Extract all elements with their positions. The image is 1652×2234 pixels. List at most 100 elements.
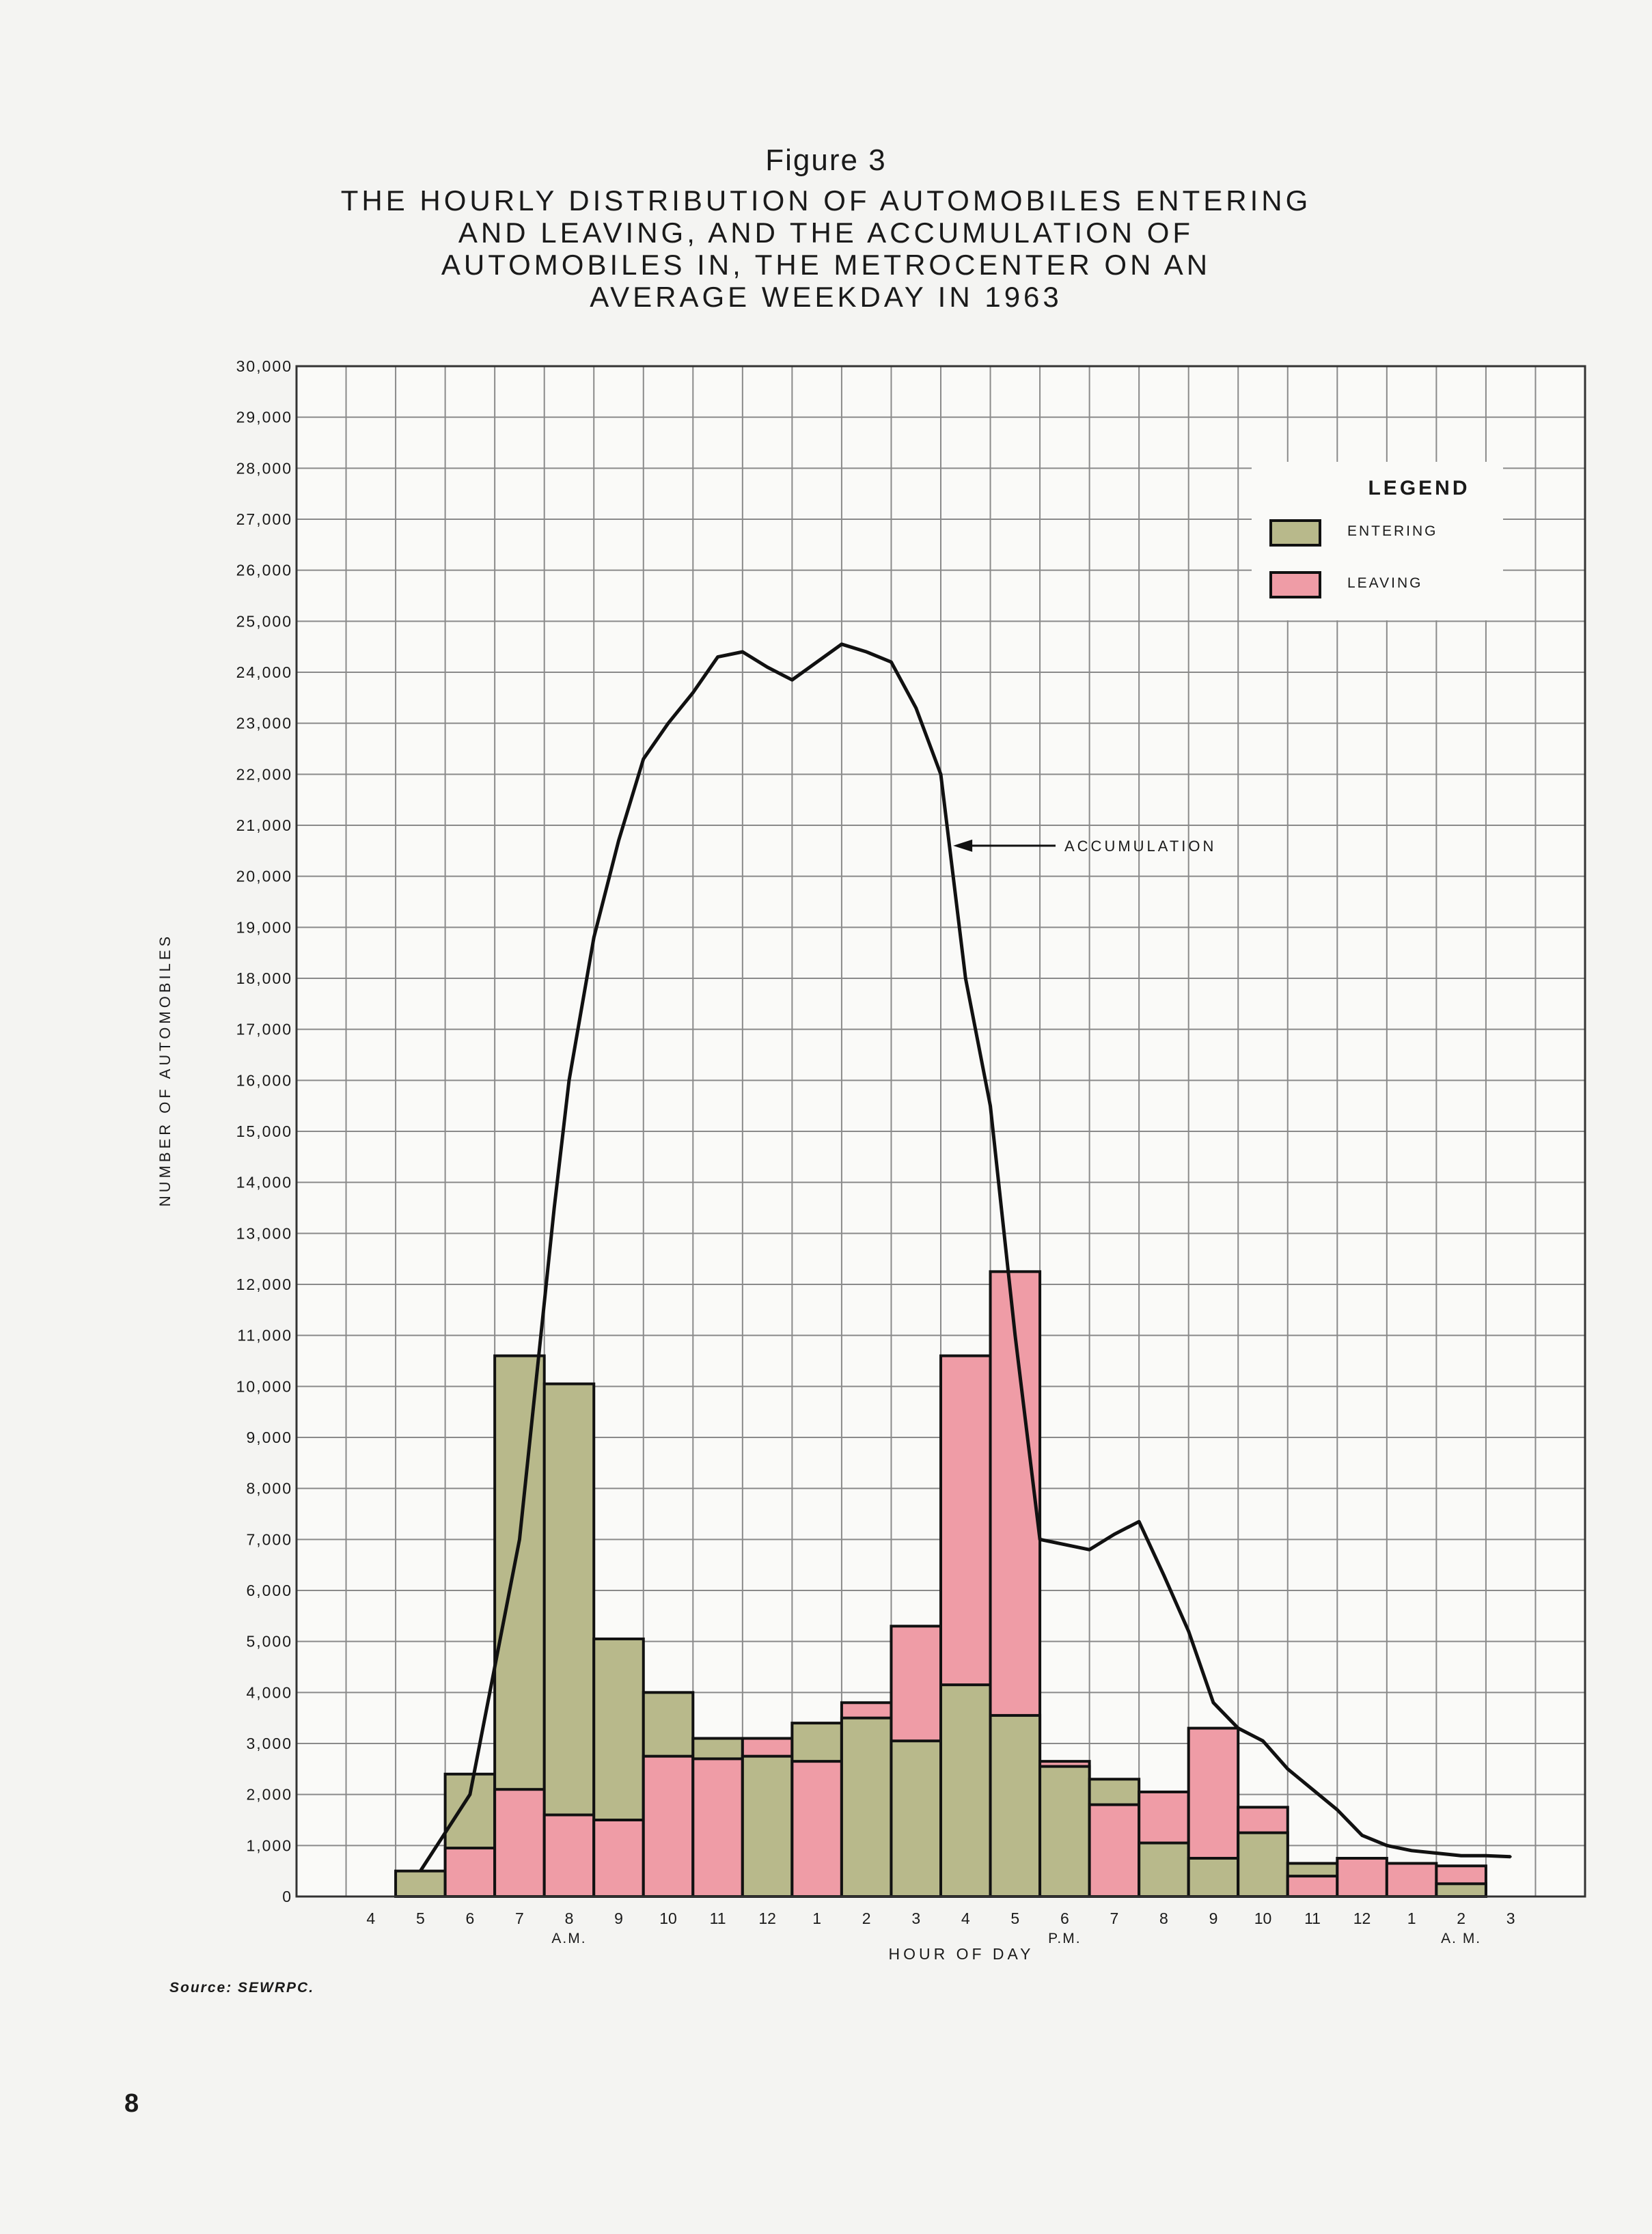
x-axis-label: HOUR OF DAY — [888, 1945, 1034, 1963]
accumulation-point — [1286, 1767, 1289, 1770]
y-tick-label: 3,000 — [246, 1735, 292, 1752]
y-tick-label: 28,000 — [236, 459, 292, 477]
y-axis-label: NUMBER OF AUTOMOBILES — [156, 933, 174, 1206]
y-tick-label: 5,000 — [246, 1633, 292, 1651]
accumulation-point — [816, 661, 818, 663]
y-tick-label: 27,000 — [236, 510, 292, 528]
legend-label-leaving: LEAVING — [1347, 575, 1422, 591]
x-tick-label: 4 — [961, 1909, 970, 1927]
accumulation-point — [1386, 1844, 1388, 1847]
bar-entering — [542, 1382, 596, 1898]
accumulation-point — [1014, 1334, 1017, 1337]
legend-label-entering: ENTERING — [1347, 523, 1438, 539]
x-tick-label: 1 — [1407, 1909, 1416, 1927]
y-tick-label: 18,000 — [236, 969, 292, 987]
bar-leaving — [542, 1813, 596, 1899]
bar-leaving — [493, 1788, 546, 1898]
y-tick-label: 4,000 — [246, 1683, 292, 1701]
accumulation-point — [964, 977, 967, 980]
y-tick-label: 1,000 — [246, 1836, 292, 1854]
accumulation-point — [1063, 1543, 1066, 1546]
bar-leaving — [1336, 1857, 1388, 1898]
y-tick-label: 24,000 — [236, 663, 292, 681]
y-tick-label: 2,000 — [246, 1786, 292, 1804]
period-label: P.M. — [1048, 1931, 1081, 1946]
bar-entering — [939, 1683, 992, 1898]
accumulation-point — [1509, 1856, 1512, 1858]
accumulation-point — [766, 666, 769, 669]
bar-leaving — [642, 1754, 695, 1899]
y-tick-label: 12,000 — [236, 1275, 292, 1293]
accumulation-point — [915, 706, 918, 709]
bar-leaving — [790, 1760, 843, 1898]
title-line-2: AND LEAVING, AND THE ACCUMULATION OF — [458, 217, 1194, 249]
y-tick-label: 30,000 — [236, 357, 292, 375]
period-label: A.M. — [551, 1931, 586, 1946]
annotation-label: ACCUMULATION — [1064, 838, 1216, 855]
bar-entering — [1187, 1857, 1240, 1898]
accumulation-point — [989, 1105, 992, 1107]
x-tick-label: 9 — [1209, 1909, 1218, 1927]
y-tick-label: 23,000 — [236, 715, 292, 732]
y-tick-label: 9,000 — [246, 1429, 292, 1446]
y-tick-label: 8,000 — [246, 1480, 292, 1498]
title-block: Figure 3 THE HOURLY DISTRIBUTION OF AUTO… — [0, 143, 1652, 313]
x-tick-label: 3 — [911, 1909, 920, 1927]
bar-entering — [989, 1713, 1042, 1899]
accumulation-point — [691, 691, 694, 694]
bar-leaving — [1286, 1875, 1339, 1898]
accumulation-point — [717, 656, 719, 659]
x-tick-label: 4 — [366, 1909, 375, 1927]
accumulation-point — [1212, 1701, 1215, 1704]
accumulation-point — [1237, 1727, 1239, 1730]
x-tick-label: 11 — [1304, 1909, 1321, 1927]
y-tick-label: 15,000 — [236, 1122, 292, 1140]
accumulation-point — [1187, 1630, 1190, 1633]
accumulation-point — [1113, 1533, 1116, 1536]
y-tick-label: 11,000 — [237, 1327, 292, 1344]
title-line-3: AUTOMOBILES IN, THE METROCENTER ON AN — [441, 249, 1211, 281]
y-tick-label: 19,000 — [236, 918, 292, 936]
y-tick-label: 16,000 — [236, 1071, 292, 1089]
y-tick-label: 0 — [282, 1888, 292, 1905]
accumulation-point — [1460, 1854, 1463, 1857]
x-tick-label: 3 — [1506, 1909, 1515, 1927]
y-tick-label: 13,000 — [236, 1224, 292, 1242]
accumulation-point — [1435, 1852, 1437, 1855]
bar-leaving — [691, 1757, 744, 1898]
bar-entering — [840, 1716, 893, 1899]
bar-leaving — [1088, 1803, 1141, 1899]
accumulation-point — [1088, 1548, 1091, 1551]
accumulation-point — [1410, 1849, 1413, 1852]
y-tick-label: 7,000 — [246, 1530, 292, 1548]
x-tick-label: 5 — [416, 1909, 425, 1927]
page-number: 8 — [124, 2089, 139, 2118]
annotation: ACCUMULATION — [953, 838, 1216, 855]
bar-entering — [394, 1869, 447, 1899]
y-tick-label: 14,000 — [236, 1174, 292, 1191]
source-note: Source: SEWRPC. — [169, 1980, 315, 1996]
legend-swatch-leaving — [1269, 571, 1321, 598]
y-tick-label: 10,000 — [236, 1377, 292, 1395]
title-line-1: THE HOURLY DISTRIBUTION OF AUTOMOBILES E… — [340, 184, 1312, 217]
y-tick-label: 21,000 — [236, 816, 292, 834]
accumulation-point — [469, 1793, 471, 1796]
accumulation-point — [553, 1206, 555, 1209]
x-tick-label: 5 — [1010, 1909, 1019, 1927]
x-tick-label: 10 — [1254, 1909, 1272, 1927]
x-tick-label: 6 — [1060, 1909, 1069, 1927]
annotation-arrowhead — [953, 839, 973, 852]
accumulation-point — [741, 650, 744, 653]
x-tick-label: 12 — [1353, 1909, 1371, 1927]
accumulation-point — [939, 773, 942, 775]
axes: 0 1,000 2,000 3,000 4,000 5,000 6,000 7,000 8,00… — [156, 357, 1586, 1963]
bar-entering — [1237, 1831, 1289, 1899]
bar-leaving — [1385, 1862, 1438, 1898]
bar-leaving — [443, 1847, 497, 1898]
legend: LEGEND ENTERING LEAVING — [1252, 462, 1503, 620]
x-tick-label: 1 — [812, 1909, 821, 1927]
x-tick-label: 11 — [710, 1909, 726, 1927]
accumulation-point — [1162, 1574, 1165, 1577]
